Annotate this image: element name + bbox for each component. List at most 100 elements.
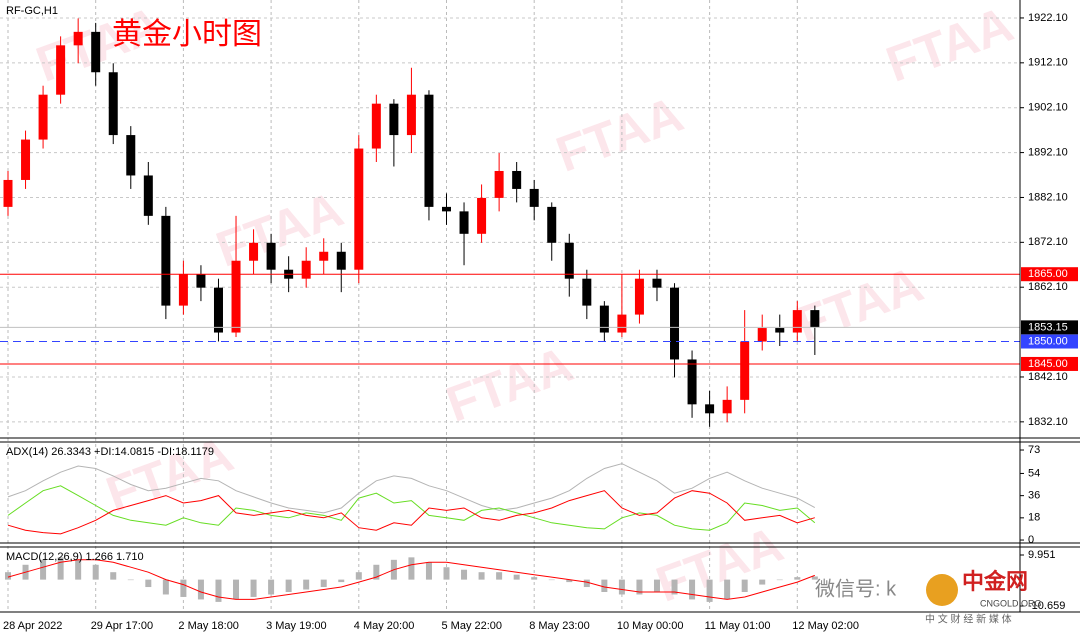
candle-body — [494, 170, 504, 198]
y-tick-label: 73 — [1028, 444, 1040, 456]
y-tick-label: 1902.10 — [1028, 102, 1068, 114]
overlay-text: 中金网 — [962, 569, 1028, 594]
candle-body — [371, 103, 381, 149]
candle-body — [56, 45, 66, 95]
macd-bar — [408, 557, 415, 580]
macd-bar — [285, 579, 292, 592]
candle-body — [91, 31, 101, 73]
overlay-text: 微信号: k — [815, 577, 897, 600]
candle-body — [740, 341, 750, 400]
signal-line — [7, 559, 815, 600]
macd-bar — [794, 577, 801, 580]
level-tag — [1021, 334, 1078, 349]
level-label: 1850.00 — [1028, 335, 1068, 347]
x-tick-label: 4 May 20:00 — [354, 620, 415, 632]
macd-bar — [548, 579, 555, 581]
candle-body — [757, 328, 767, 342]
candle-body — [126, 135, 136, 176]
macd-bar — [461, 569, 468, 580]
macd-bar — [162, 579, 169, 595]
candle-body — [301, 260, 311, 279]
macd-bar — [671, 579, 678, 595]
candle-body — [161, 215, 171, 306]
candle-body — [178, 274, 188, 306]
candle-body — [687, 359, 697, 405]
macd-bar — [425, 562, 432, 580]
candle-body — [529, 188, 539, 207]
candle-body — [792, 310, 802, 333]
candle-body — [775, 328, 785, 333]
x-tick-label: 29 Apr 17:00 — [91, 620, 153, 632]
chart-subtitle: 黄金小时图 — [112, 18, 262, 51]
macd-bar — [233, 579, 240, 600]
candle-body — [231, 260, 241, 333]
macd-bar — [268, 579, 275, 595]
candle-body — [213, 287, 223, 333]
x-tick-label: 11 May 01:00 — [705, 620, 771, 632]
x-tick-label: 3 May 19:00 — [266, 620, 327, 632]
x-tick-label: 10 May 00:00 — [617, 620, 684, 632]
indicator-line — [7, 485, 816, 531]
macd-bar — [618, 579, 625, 595]
level-tag — [1021, 356, 1078, 371]
candle-body — [3, 179, 13, 207]
candle-body — [196, 274, 206, 288]
current-price-tag — [1021, 320, 1078, 335]
indicator-title: ADX(14) 26.3343 +DI:14.0815 -DI:18.1179 — [6, 446, 214, 458]
y-tick-label: 9.951 — [1028, 549, 1056, 561]
overlay-text: 中 文 财 经 新 媒 体 — [925, 613, 1012, 626]
y-tick-label: -10.659 — [1028, 600, 1065, 612]
candle-body — [547, 206, 557, 243]
y-tick-label: 1882.10 — [1028, 191, 1068, 203]
y-tick-label: 1892.10 — [1028, 146, 1068, 158]
candle-body — [389, 103, 399, 136]
macd-bar — [653, 579, 660, 592]
macd-bar — [724, 579, 731, 600]
candle-body — [73, 31, 83, 46]
macd-bar — [583, 579, 590, 588]
macd-bar — [601, 579, 608, 592]
macd-bar — [145, 579, 152, 588]
candle-body — [582, 278, 592, 306]
macd-bar — [741, 579, 748, 592]
macd-bar — [75, 559, 82, 580]
macd-bar — [689, 579, 696, 600]
macd-bar — [250, 579, 257, 597]
candle-body — [459, 211, 469, 234]
candle-body — [670, 287, 680, 360]
macd-bar — [566, 579, 573, 583]
macd-bar — [478, 572, 485, 580]
macd-bar — [355, 572, 362, 580]
candle-body — [21, 139, 31, 180]
candle-body — [512, 170, 522, 189]
macd-bar — [197, 579, 204, 600]
macd-bar — [127, 579, 134, 581]
macd-bar — [303, 579, 310, 590]
macd-bar — [92, 564, 99, 580]
candle-body — [599, 305, 609, 333]
candle-body — [634, 278, 644, 315]
y-tick-label: 1922.10 — [1028, 12, 1068, 24]
y-tick-label: 18 — [1028, 512, 1040, 524]
macd-bar — [636, 579, 643, 595]
y-tick-label: 1862.10 — [1028, 281, 1068, 293]
candle-body — [705, 404, 715, 414]
logo — [926, 574, 958, 606]
x-tick-label: 8 May 23:00 — [529, 620, 590, 632]
indicator-title: MACD(12,26,9) 1.266 1.710 — [6, 551, 144, 563]
candle-body — [722, 399, 732, 414]
x-tick-label: 5 May 22:00 — [442, 620, 503, 632]
macd-bar — [759, 579, 766, 585]
macd-bar — [496, 572, 503, 580]
candle-body — [354, 148, 364, 270]
macd-bar — [443, 567, 450, 580]
x-tick-label: 2 May 18:00 — [178, 620, 239, 632]
macd-bar — [57, 557, 64, 580]
indicator-line — [7, 463, 816, 514]
candle-body — [38, 94, 48, 140]
candle-body — [442, 206, 451, 212]
candle-body — [143, 175, 153, 216]
